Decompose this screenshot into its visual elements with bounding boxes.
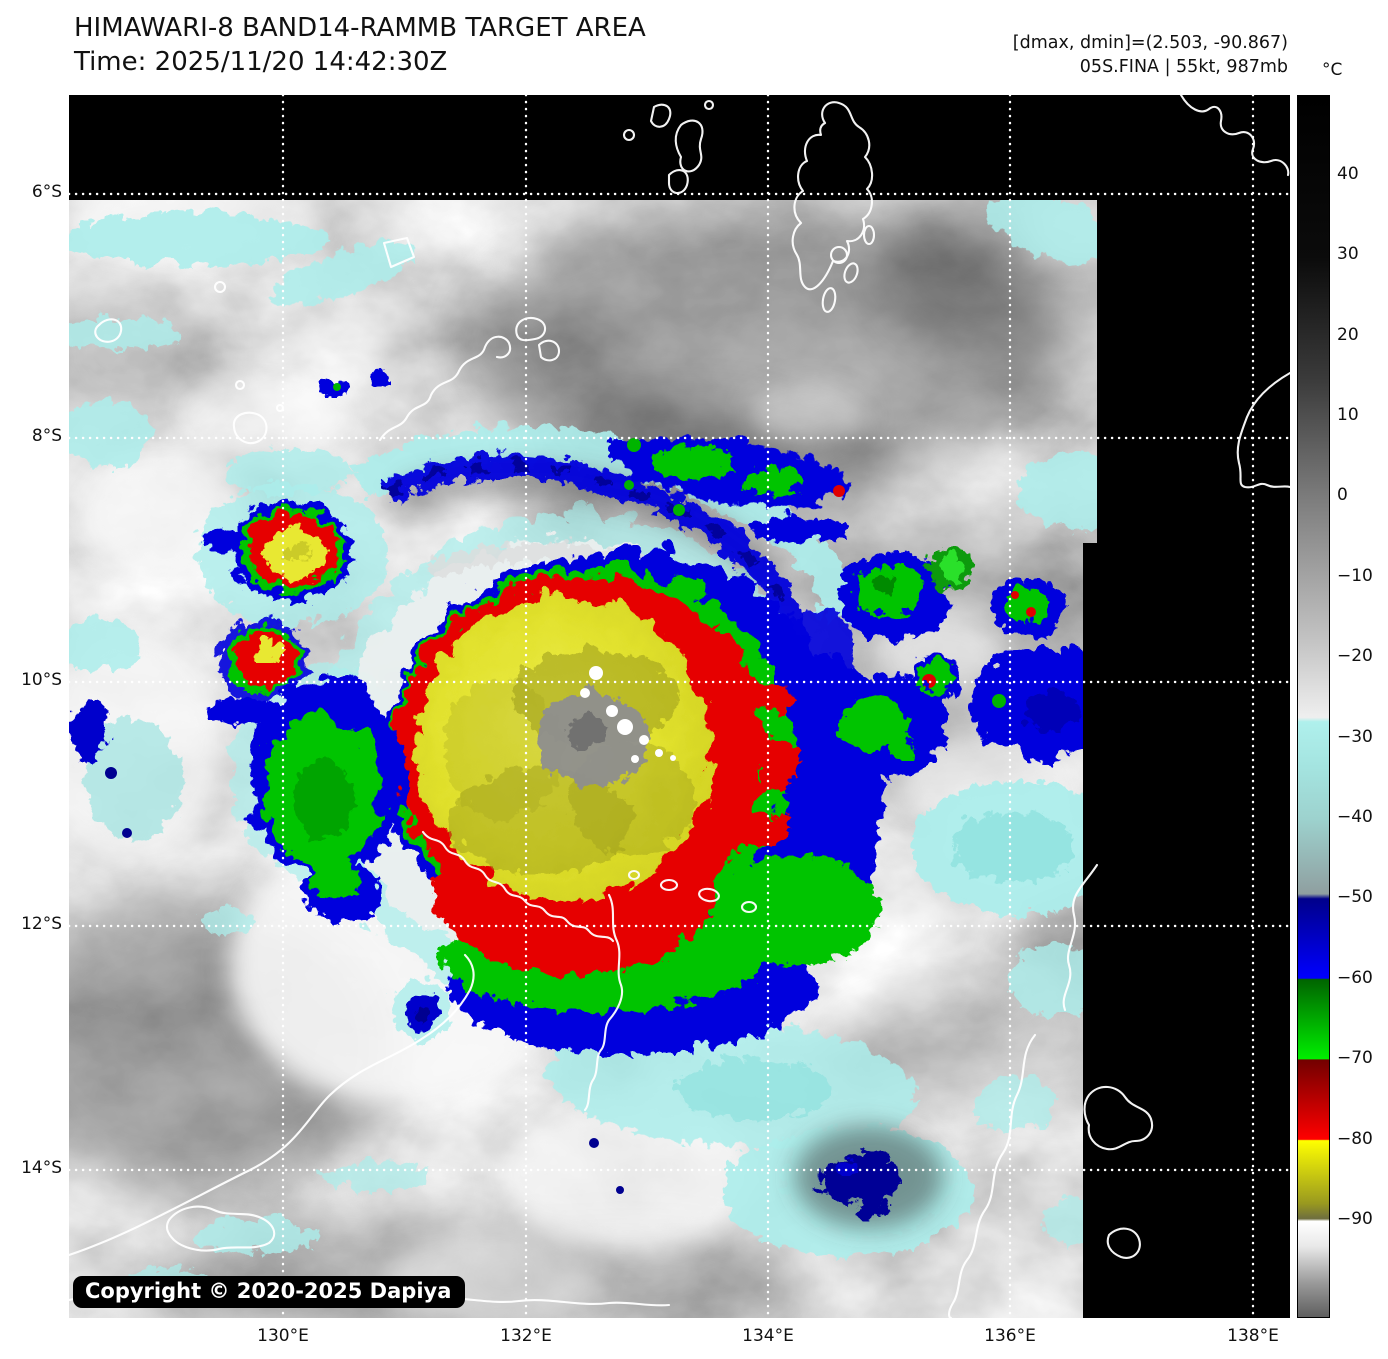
lon-tick-134e: 134°E (742, 1326, 794, 1346)
island-tiwi (165, 1205, 276, 1252)
cbar-tick-m80: −80 (1337, 1129, 1373, 1149)
island-tanimbar-chain (421, 830, 615, 943)
copyright-badge: Copyright © 2020-2025 Dapiya (73, 1276, 466, 1308)
temperature-colorbar (1297, 95, 1330, 1318)
cbar-tick-10: 10 (1337, 405, 1359, 425)
cbar-tick-m70: −70 (1337, 1048, 1373, 1068)
west-convective-cells (69, 371, 434, 1026)
timestamp: Time: 2025/11/20 14:42:30Z (74, 47, 448, 77)
page-title: HIMAWARI-8 BAND14-RAMMB TARGET AREA (74, 13, 646, 43)
header: HIMAWARI-8 BAND14-RAMMB TARGET AREA Time… (74, 11, 646, 79)
spiral-band-north (379, 450, 807, 665)
lat-tick-12s: 12°S (21, 914, 62, 934)
coast-australia-nw (69, 953, 475, 1257)
lat-tick-10s: 10°S (21, 670, 62, 690)
cbar-tick-0: 0 (1337, 485, 1348, 505)
graticule (69, 95, 1290, 1318)
coast-arnhem (1062, 863, 1099, 1012)
island-chain-ne (378, 335, 512, 442)
cbar-tick-m30: −30 (1337, 727, 1373, 747)
south-convective-cells (589, 1125, 944, 1229)
coast-gulf-west (947, 1033, 1037, 1318)
cbar-tick-20: 20 (1337, 325, 1359, 345)
cbar-tick-30: 30 (1337, 244, 1359, 264)
east-convective-cells (605, 432, 1097, 773)
coastlines (69, 95, 1290, 1318)
island-tanimbar-south (583, 893, 624, 1112)
coast-papua-west (1236, 371, 1290, 489)
annotation-block: [dmax, dmin]=(2.503, -90.867) 05S.FINA |… (1013, 31, 1288, 79)
lon-tick-130e: 130°E (257, 1326, 309, 1346)
overshooting-tops (580, 666, 676, 763)
lat-tick-6s: 6°S (31, 182, 62, 202)
cbar-tick-m50: −50 (1337, 887, 1373, 907)
island-ring (232, 411, 268, 445)
satellite-data-region (69, 200, 1097, 1318)
satellite-image-canvas (69, 95, 1290, 1318)
cbar-tick-m40: −40 (1337, 807, 1373, 827)
lon-tick-136e: 136°E (984, 1326, 1036, 1346)
lat-tick-14s: 14°S (21, 1158, 62, 1178)
storm-annotation: 05S.FINA | 55kt, 987mb (1079, 57, 1288, 77)
cbar-tick-40: 40 (1337, 164, 1359, 184)
colorbar-unit-label: °C (1322, 60, 1343, 80)
island-diamond (382, 236, 416, 269)
lat-tick-8s: 8°S (31, 426, 62, 446)
cyclone-eye (533, 666, 676, 782)
coast-new-guinea (1179, 95, 1290, 177)
satellite-map (69, 95, 1290, 1318)
dmax-dmin-annotation: [dmax, dmin]=(2.503, -90.867) (1012, 33, 1288, 53)
lon-tick-132e: 132°E (500, 1326, 552, 1346)
cbar-tick-m90: −90 (1337, 1209, 1373, 1229)
island-groote (1083, 1085, 1154, 1151)
cbar-tick-m60: −60 (1337, 968, 1373, 988)
cbar-tick-m10: −10 (1337, 566, 1373, 586)
lon-tick-138e: 138°E (1227, 1326, 1279, 1346)
cbar-tick-m20: −20 (1337, 646, 1373, 666)
island-top-band (649, 103, 672, 128)
